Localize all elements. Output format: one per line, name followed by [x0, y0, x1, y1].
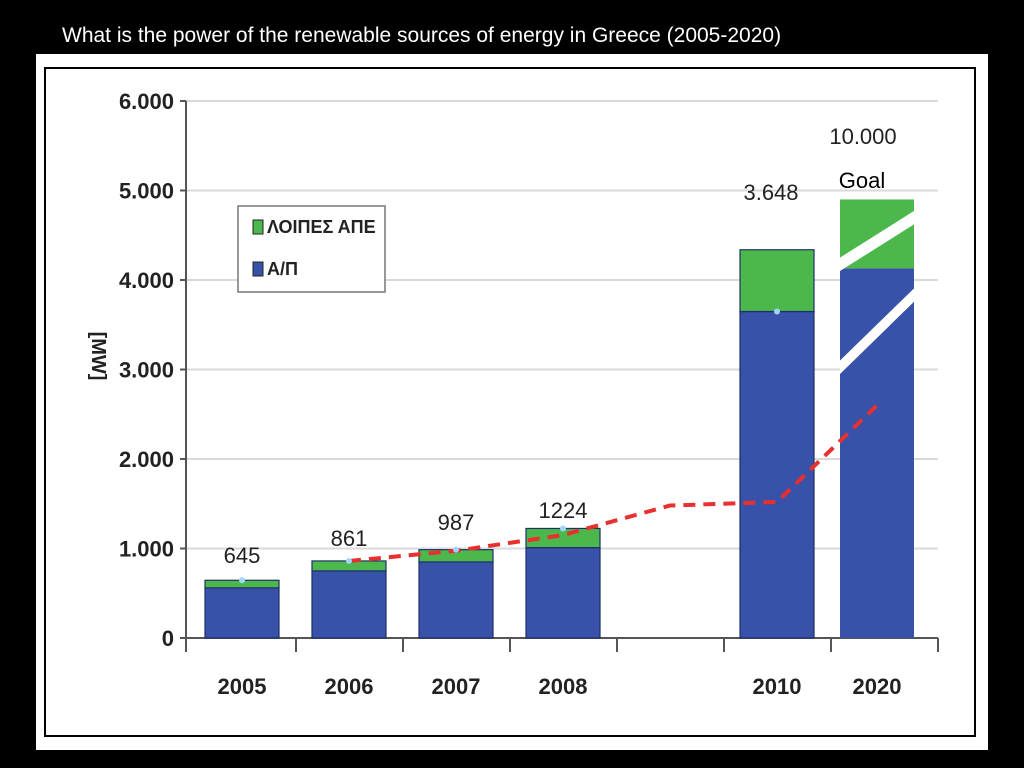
data-label: 1224 — [539, 498, 588, 523]
y-tick-label: 4.000 — [119, 268, 174, 293]
grid-lines — [186, 100, 938, 550]
x-tick-label: 2010 — [753, 674, 802, 699]
legend-label-other-res: ΛΟΙΠΕΣ ΑΠΕ — [267, 217, 376, 237]
y-tick-label: 0 — [162, 626, 174, 651]
bar-segment-hydro — [840, 268, 914, 638]
bar-segment-hydro — [204, 587, 280, 639]
x-tick-label: 2007 — [432, 674, 481, 699]
data-label: 3.648 — [743, 180, 798, 205]
bar-marker — [774, 308, 780, 315]
trend-line-group — [239, 308, 879, 584]
chart-panel — [44, 67, 976, 737]
slide-title: What is the power of the renewable sourc… — [62, 24, 782, 47]
bar-marker — [453, 546, 459, 553]
trend-line — [348, 403, 879, 564]
bar-marker — [346, 557, 352, 564]
bar-marker — [560, 525, 566, 532]
y-tick-label: 3.000 — [119, 358, 174, 383]
y-tick-label: 5.000 — [119, 179, 174, 204]
x-tick-label: 2008 — [539, 674, 588, 699]
legend: ΛΟΙΠΕΣ ΑΠΕ Α/Π — [237, 205, 386, 293]
bar-segment-hydro — [739, 310, 815, 639]
data-label: 645 — [224, 543, 261, 568]
legend-label-hydro: Α/Π — [267, 259, 298, 279]
x-tick-label: 2005 — [218, 674, 267, 699]
bars — [204, 199, 918, 639]
bar-segment-other-res — [739, 249, 815, 313]
goal-annotation: Goal — [839, 168, 885, 193]
y-axis-label: [MW] — [87, 332, 109, 381]
bar-segment-hydro — [311, 570, 387, 639]
legend-swatch-other-res — [252, 219, 264, 235]
x-tick-label: 2020 — [853, 674, 902, 699]
break-mark — [840, 208, 918, 272]
y-tick-label: 2.000 — [119, 447, 174, 472]
data-label: 861 — [331, 526, 368, 551]
axes: 0 1.000 2.000 3.000 4.000 5.000 6.000 2005 2006 2… — [119, 89, 939, 699]
bar-segment-hydro — [418, 561, 494, 639]
bar-marker — [239, 577, 245, 584]
x-tick-label: 2006 — [325, 674, 374, 699]
data-labels: 645 861 987 1224 3.648 10.000 — [224, 124, 897, 568]
data-label: 987 — [438, 510, 475, 535]
bar-segment-hydro — [525, 547, 601, 639]
y-tick-label: 1.000 — [119, 537, 174, 562]
data-label: 10.000 — [829, 124, 896, 149]
y-tick-label: 6.000 — [119, 89, 174, 114]
legend-swatch-hydro — [252, 261, 264, 277]
break-mark — [840, 284, 918, 374]
